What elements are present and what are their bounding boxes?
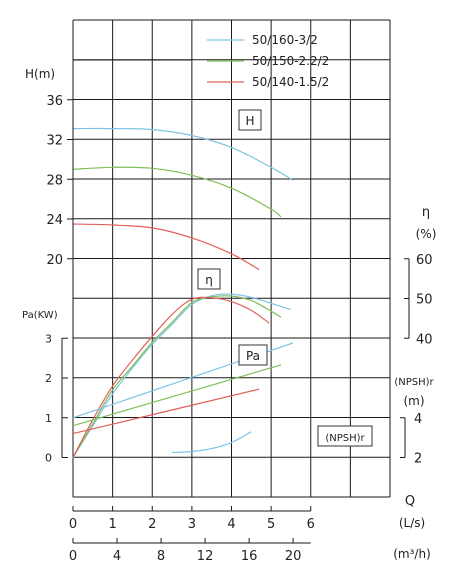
m3h-tick-label: 8 [157, 549, 165, 564]
h-axis-label: H(m) [25, 67, 55, 81]
h-tick-label: 36 [46, 94, 63, 109]
legend-label-50-160: 50/160-3/2 [252, 33, 318, 47]
chart-grid [72, 19, 391, 498]
chart-curves [72, 127, 294, 458]
h-curve-50-140-1-5-2 [72, 223, 260, 271]
curve-label-pa: Pa [238, 344, 268, 366]
eta-axis-label: η [422, 205, 430, 220]
eta-curve-50-150-2-2-2 [72, 295, 282, 458]
h-tick-label: 28 [46, 173, 63, 188]
npsh-tick-label: 4 [414, 412, 422, 427]
svg-text:H: H [245, 114, 254, 128]
ls-tick-label: 2 [148, 517, 156, 532]
pa-axis-label: Pa(KW) [22, 310, 58, 321]
ls-tick-label: 4 [227, 517, 235, 532]
npsh-curve-50-160-3-2 [172, 431, 252, 454]
pa-curve-50-160-3-2 [72, 342, 294, 419]
eta-axis-unit: (%) [416, 227, 437, 241]
h-tick-label: 32 [46, 134, 63, 149]
eta-curve-50-140-1-5-2 [72, 296, 270, 458]
m3h-tick-label: 4 [113, 549, 121, 564]
npsh-axis-unit: (m) [403, 394, 424, 408]
m3h-axis-unit: (m³/h) [393, 547, 431, 561]
h-curve-50-150-2-2-2 [72, 166, 282, 218]
pa-curve-50-140-1-5-2 [72, 388, 260, 435]
curve-label-eta: η [197, 268, 221, 290]
m3h-tick-label: 20 [285, 549, 302, 564]
eta-curve-50-160-3-2 [72, 293, 292, 458]
curve-label-h: H [238, 109, 262, 131]
eta-tick-label: 40 [416, 332, 433, 347]
ls-tick-label: 1 [108, 517, 116, 532]
h-tick-label: 20 [46, 253, 63, 268]
pa-tick-label: 0 [45, 452, 52, 465]
ls-axis-unit: (L/s) [399, 516, 425, 530]
pa-tick-label: 2 [45, 372, 52, 385]
legend: 50/160-3/2 50/150-2.2/2 50/140-1.5/2 [207, 33, 329, 89]
ls-tick-label: 5 [267, 517, 275, 532]
q-axis-label: Q [405, 494, 415, 509]
legend-label-50-140: 50/140-1.5/2 [252, 75, 329, 89]
svg-text:(NPSH)r: (NPSH)r [325, 433, 365, 444]
ls-tick-label: 6 [307, 517, 315, 532]
npsh-axis-label: (NPSH)r [394, 377, 434, 388]
h-tick-label: 24 [46, 213, 63, 228]
pa-curve-50-150-2-2-2 [72, 364, 282, 427]
svg-text:Pa: Pa [246, 349, 260, 363]
curve-label-npsh: (NPSH)r [317, 425, 373, 447]
eta-tick-label: 60 [416, 253, 433, 268]
ls-tick-label: 3 [188, 517, 196, 532]
m3h-tick-label: 0 [69, 549, 77, 564]
m3h-tick-label: 12 [197, 549, 214, 564]
h-curve-50-160-3-2 [72, 127, 294, 181]
legend-label-50-150: 50/150-2.2/2 [252, 54, 329, 68]
pa-tick-label: 3 [45, 332, 52, 345]
npsh-tick-label: 2 [414, 452, 422, 467]
pa-tick-label: 1 [45, 412, 52, 425]
svg-text:η: η [205, 273, 213, 287]
eta-tick-label: 50 [416, 293, 433, 308]
m3h-tick-label: 16 [241, 549, 258, 564]
ls-tick-label: 0 [69, 517, 77, 532]
